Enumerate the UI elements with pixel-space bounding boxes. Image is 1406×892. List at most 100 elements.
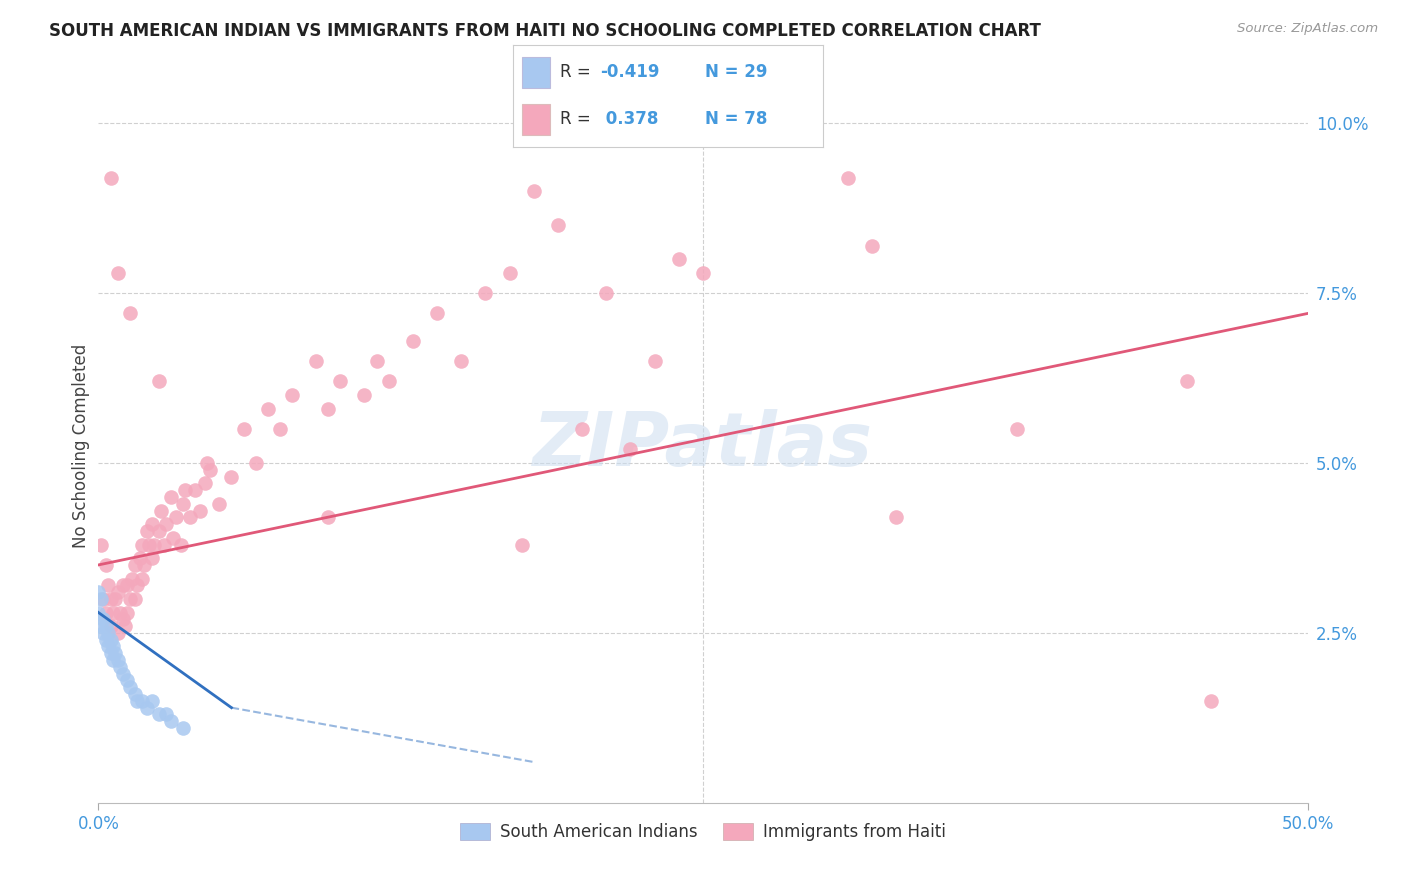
Point bbox=[184, 483, 207, 498]
Point bbox=[172, 497, 194, 511]
Point bbox=[104, 591, 127, 606]
Point bbox=[886, 510, 908, 524]
Point bbox=[107, 266, 129, 280]
Point bbox=[107, 626, 129, 640]
Point bbox=[194, 476, 217, 491]
Point bbox=[179, 510, 201, 524]
Point bbox=[90, 619, 112, 633]
Point bbox=[281, 388, 304, 402]
Point bbox=[118, 306, 141, 320]
Point bbox=[245, 456, 267, 470]
Point bbox=[94, 606, 117, 620]
Point bbox=[124, 558, 146, 572]
Point bbox=[1007, 422, 1029, 436]
Point bbox=[150, 503, 173, 517]
Point bbox=[138, 537, 160, 551]
Point bbox=[619, 442, 641, 457]
Point bbox=[141, 694, 163, 708]
Point bbox=[91, 612, 114, 626]
Point bbox=[256, 401, 278, 416]
Point bbox=[117, 606, 139, 620]
Point bbox=[111, 578, 134, 592]
Point bbox=[498, 266, 520, 280]
Point bbox=[117, 673, 139, 688]
Point bbox=[1199, 694, 1222, 708]
Point bbox=[377, 375, 399, 389]
Text: N = 78: N = 78 bbox=[704, 111, 768, 128]
Point bbox=[114, 619, 136, 633]
Point bbox=[87, 606, 110, 620]
Point bbox=[160, 714, 183, 729]
Point bbox=[131, 694, 153, 708]
Point bbox=[97, 640, 120, 654]
Point bbox=[94, 558, 117, 572]
Point bbox=[269, 422, 291, 436]
Point bbox=[353, 388, 375, 402]
Y-axis label: No Schooling Completed: No Schooling Completed bbox=[72, 344, 90, 548]
Point bbox=[128, 551, 150, 566]
Point bbox=[127, 578, 149, 592]
Point bbox=[100, 646, 122, 660]
Point bbox=[143, 537, 166, 551]
Point bbox=[232, 422, 254, 436]
Point bbox=[107, 585, 129, 599]
Point bbox=[837, 170, 859, 185]
Point bbox=[198, 463, 221, 477]
Text: N = 29: N = 29 bbox=[704, 63, 768, 81]
Point bbox=[148, 524, 170, 538]
Point bbox=[1175, 375, 1198, 389]
Point bbox=[208, 497, 231, 511]
FancyBboxPatch shape bbox=[523, 57, 550, 87]
Point bbox=[595, 286, 617, 301]
Point bbox=[305, 354, 328, 368]
Point bbox=[510, 537, 533, 551]
Point bbox=[160, 490, 183, 504]
Point bbox=[97, 626, 120, 640]
Point bbox=[94, 632, 117, 647]
Point bbox=[644, 354, 666, 368]
Point bbox=[152, 537, 174, 551]
Point bbox=[101, 640, 124, 654]
Point bbox=[135, 524, 157, 538]
Point bbox=[101, 606, 124, 620]
Legend: South American Indians, Immigrants from Haiti: South American Indians, Immigrants from … bbox=[454, 816, 952, 848]
Point bbox=[329, 375, 352, 389]
Point bbox=[169, 537, 191, 551]
Point bbox=[155, 517, 177, 532]
Point bbox=[450, 354, 472, 368]
Point bbox=[165, 510, 187, 524]
Point bbox=[87, 585, 110, 599]
Text: SOUTH AMERICAN INDIAN VS IMMIGRANTS FROM HAITI NO SCHOOLING COMPLETED CORRELATIO: SOUTH AMERICAN INDIAN VS IMMIGRANTS FROM… bbox=[49, 22, 1040, 40]
FancyBboxPatch shape bbox=[523, 104, 550, 135]
Point bbox=[172, 721, 194, 735]
Point bbox=[118, 680, 141, 694]
Point bbox=[91, 591, 114, 606]
Point bbox=[124, 687, 146, 701]
Point bbox=[668, 252, 690, 266]
Point bbox=[100, 619, 122, 633]
Point bbox=[134, 558, 156, 572]
Point bbox=[118, 591, 141, 606]
Point bbox=[141, 517, 163, 532]
Point bbox=[162, 531, 184, 545]
Point bbox=[117, 578, 139, 592]
Point bbox=[127, 694, 149, 708]
Point bbox=[547, 218, 569, 232]
Text: ZIPatlas: ZIPatlas bbox=[533, 409, 873, 483]
Point bbox=[148, 375, 170, 389]
Point bbox=[860, 238, 883, 252]
Point bbox=[131, 572, 153, 586]
Point bbox=[316, 401, 339, 416]
Point bbox=[523, 184, 546, 198]
Point bbox=[100, 632, 122, 647]
Point bbox=[188, 503, 211, 517]
Point bbox=[100, 591, 122, 606]
Point bbox=[366, 354, 388, 368]
Point bbox=[108, 606, 131, 620]
Point bbox=[135, 700, 157, 714]
Point bbox=[571, 422, 593, 436]
Point bbox=[91, 626, 114, 640]
Point bbox=[195, 456, 218, 470]
Text: R =: R = bbox=[560, 111, 596, 128]
Point bbox=[104, 646, 127, 660]
